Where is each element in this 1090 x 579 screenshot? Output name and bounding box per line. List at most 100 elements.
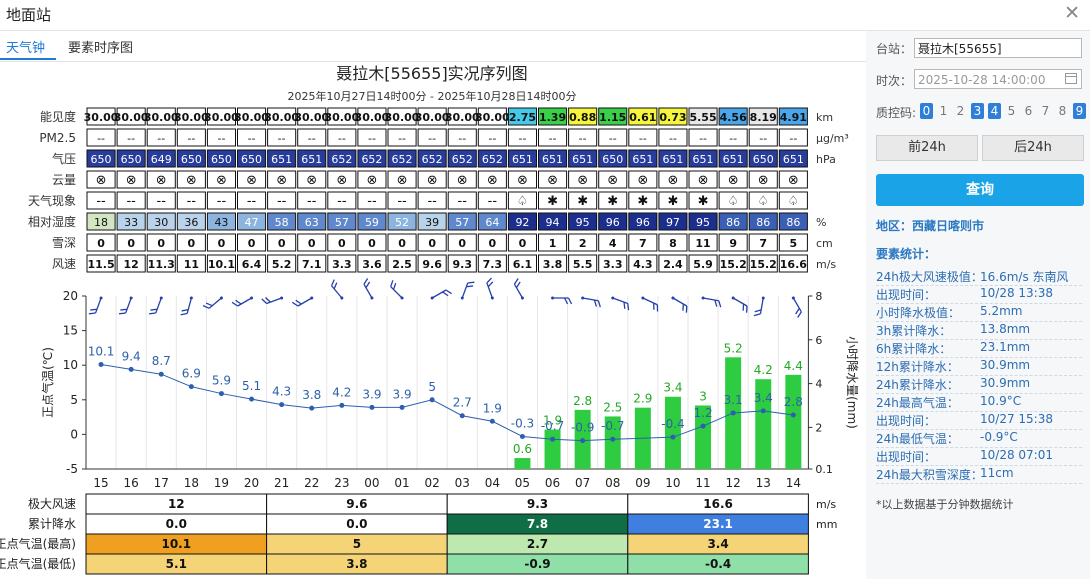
table-cell (568, 149, 598, 168)
table-cell-value: 0 (308, 237, 316, 250)
row-label: 云量 (52, 173, 76, 187)
table-cell-value: ⊗ (366, 173, 377, 188)
table-cell (538, 149, 568, 168)
table-cell (658, 191, 688, 210)
summary-cell-value: 7.8 (527, 517, 548, 531)
temperature-point (158, 371, 164, 377)
table-cell-value: ⊗ (547, 173, 558, 188)
table-cell (417, 128, 447, 147)
wind-barb-part (331, 285, 343, 299)
calendar-icon[interactable] (1065, 73, 1077, 84)
table-cell (598, 233, 628, 252)
stat-key: 出现时间： (876, 450, 937, 464)
table-cell (718, 212, 748, 231)
next-24h-button[interactable]: 后24h (982, 135, 1084, 161)
table-cell (146, 212, 176, 231)
qc-code-5[interactable]: 5 (1007, 104, 1016, 118)
tab-element-timeseries[interactable]: 要素时序图 (68, 41, 134, 56)
time-input[interactable]: 2025-10-28 14:00:00 (914, 69, 1082, 89)
wind-barb-part (582, 297, 599, 302)
stat-key: 3h累计降水： (876, 324, 952, 338)
table-cell-value: -- (217, 132, 225, 145)
temperature-label: 3.1 (724, 393, 743, 407)
wind-barb-part (563, 297, 569, 305)
stat-key: 出现时间： (876, 414, 937, 428)
wind-barb-part (515, 281, 521, 288)
table-cell (507, 170, 537, 189)
temperature-label: 3.8 (302, 388, 321, 402)
stat-value: 10/28 13:38 (980, 286, 1053, 300)
table-cell-value: 3.6 (362, 258, 382, 271)
table-cell (568, 107, 598, 126)
qc-code-0[interactable]: 0 (920, 103, 933, 119)
table-cell (718, 170, 748, 189)
table-cell (297, 170, 327, 189)
table-cell-value: 5 (790, 237, 798, 250)
table-cell (688, 107, 718, 126)
table-cell (116, 149, 146, 168)
table-cell-value: ✱ (607, 194, 618, 209)
qc-code-4[interactable]: 4 (988, 103, 1001, 119)
table-cell-value: -- (428, 132, 436, 145)
table-cell-value: 3.8 (543, 258, 563, 271)
wind-barb-part (641, 296, 645, 300)
wind-barb-part (567, 297, 573, 305)
temperature-label: -0.7 (601, 419, 624, 433)
wind-barb-part (460, 296, 464, 300)
table-cell-value: 650 (602, 153, 623, 166)
wind-barb-part (520, 296, 524, 300)
table-cell (327, 128, 357, 147)
table-cell-value: -- (338, 132, 346, 145)
table-cell-value: 7.1 (302, 258, 322, 271)
summary-cell-value: 9.6 (346, 497, 367, 511)
table-cell-value: ⊗ (276, 173, 287, 188)
station-input[interactable]: 聂拉木[55655] (914, 38, 1082, 58)
time-value: 2025-10-28 14:00:00 (918, 73, 1046, 87)
table-cell (327, 149, 357, 168)
qc-code-8[interactable]: 8 (1058, 104, 1067, 118)
table-cell (538, 128, 568, 147)
table-cell-value: 95 (696, 216, 710, 229)
table-cell (628, 254, 658, 273)
stat-value: 16.6m/s 东南风 (980, 270, 1069, 284)
stat-row: 3h累计降水： 13.8mm (876, 322, 1082, 340)
temperature-label: 5.9 (212, 374, 231, 388)
table-cell (598, 107, 628, 126)
close-icon[interactable]: ✕ (1064, 2, 1080, 24)
qc-code-7[interactable]: 7 (1041, 104, 1050, 118)
table-cell-value: 652 (361, 153, 382, 166)
temperature-point (580, 438, 586, 444)
table-cell (628, 191, 658, 210)
table-cell-value: ⊗ (397, 173, 408, 188)
table-cell (116, 254, 146, 273)
table-cell (267, 212, 297, 231)
x-tick-label: 03 (455, 476, 470, 490)
qc-code-6[interactable]: 6 (1024, 104, 1033, 118)
table-cell-value: 1 (549, 237, 557, 250)
table-cell-value: 651 (572, 153, 593, 166)
table-cell-value: 0 (519, 237, 527, 250)
wind-barb (231, 296, 254, 307)
table-cell-value: 16.6 (780, 258, 807, 271)
query-button[interactable]: 查询 (876, 174, 1084, 206)
qc-code-9[interactable]: 9 (1073, 103, 1086, 119)
table-cell (688, 170, 718, 189)
temperature-label: -0.3 (511, 416, 534, 430)
table-cell-value: 11.5 (87, 258, 114, 271)
wind-barb (753, 296, 765, 317)
prev-24h-button[interactable]: 前24h (876, 135, 978, 161)
wind-barb-part (333, 282, 338, 290)
tab-weather-clock[interactable]: 天气钟 (6, 41, 46, 56)
qc-code-3[interactable]: 3 (971, 103, 984, 119)
table-cell (628, 170, 658, 189)
wind-barb-part (363, 283, 373, 299)
qc-code-1[interactable]: 1 (939, 104, 948, 118)
table-cell (477, 191, 507, 210)
table-cell-value: 57 (455, 216, 469, 229)
table-cell (507, 233, 537, 252)
row-label: 天气现象 (28, 193, 76, 208)
qc-code-2[interactable]: 2 (956, 104, 965, 118)
table-cell (86, 191, 116, 210)
wind-barb-part (88, 312, 96, 315)
row-unit: μg/m³ (816, 132, 849, 145)
